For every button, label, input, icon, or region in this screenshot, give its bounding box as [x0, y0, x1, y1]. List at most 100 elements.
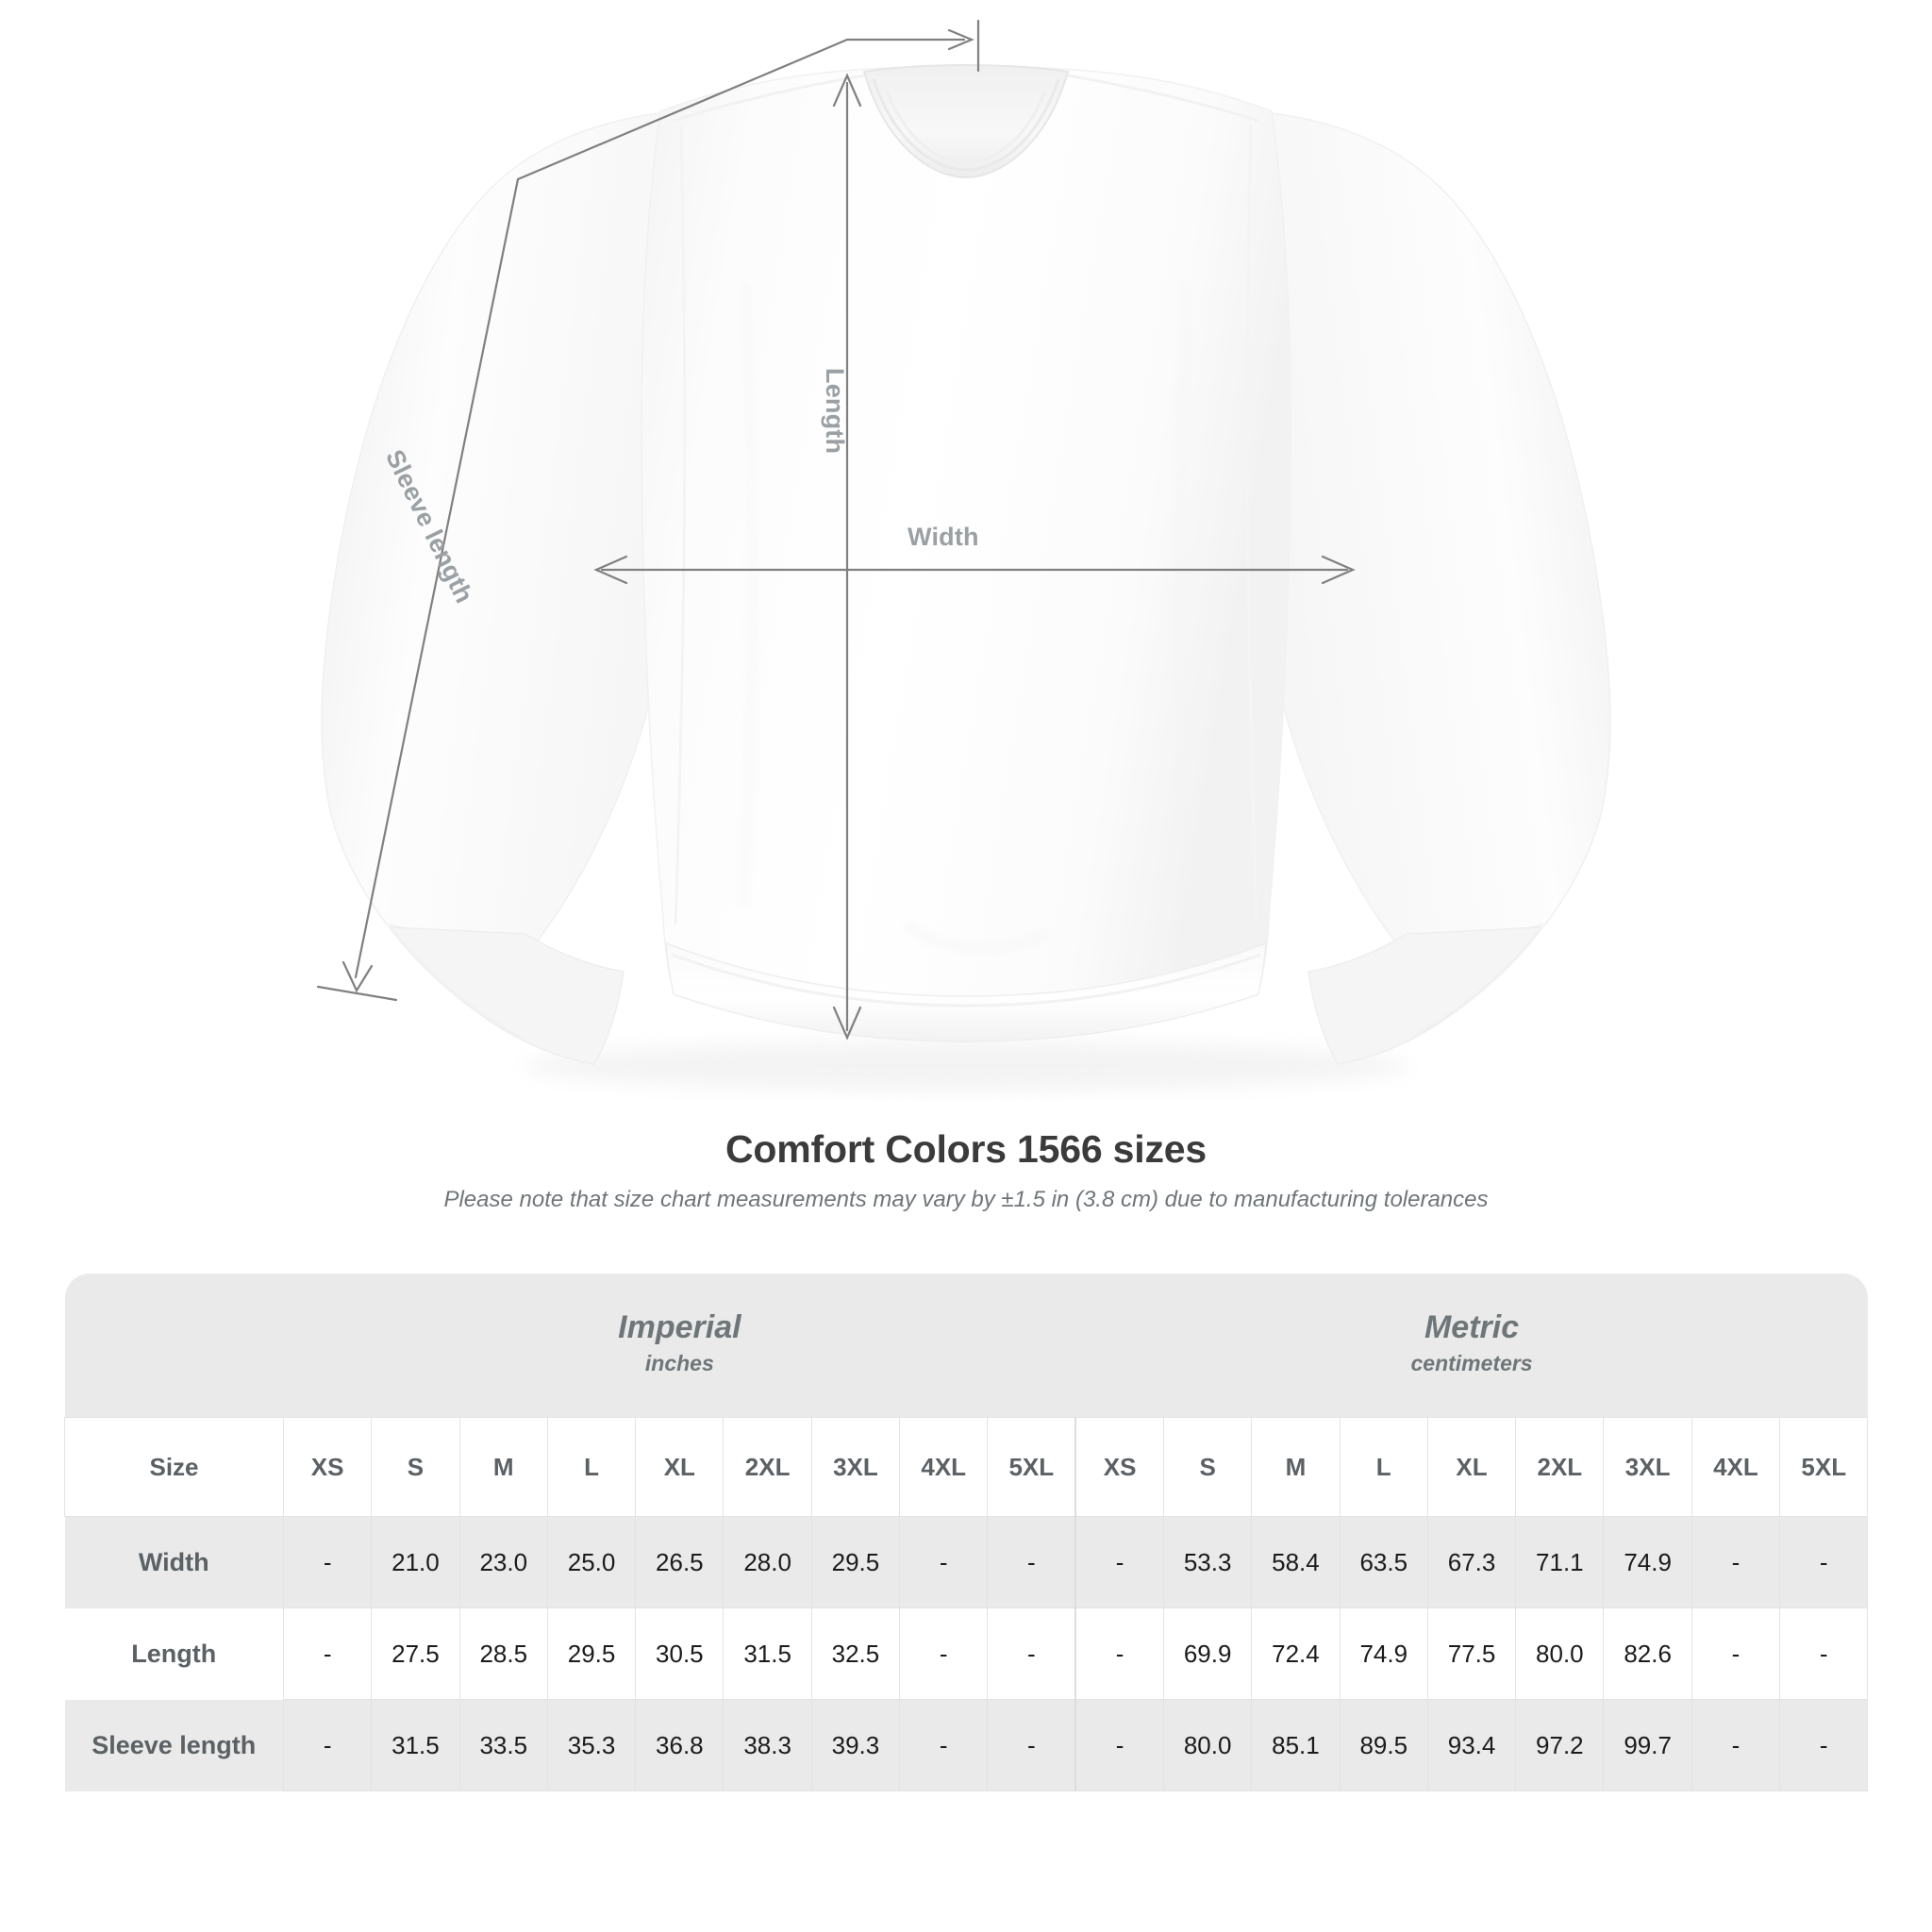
- length-arrowhead-bottom: [832, 1006, 862, 1041]
- cell-width-metric-3xl: 74.9: [1603, 1516, 1692, 1608]
- sleeve-tick-bottom: [316, 985, 398, 1002]
- cell-sleeve-length-imperial-l: 35.3: [546, 1699, 637, 1791]
- cell-sleeve-length-imperial-xs: -: [282, 1699, 373, 1791]
- cell-width-metric-5xl: -: [1779, 1516, 1869, 1608]
- cell-width-imperial-m: 23.0: [458, 1516, 548, 1608]
- cell-sleeve-length-metric-5xl: -: [1779, 1699, 1869, 1791]
- width-arrowhead-right: [1321, 555, 1356, 585]
- cell-width-imperial-2xl: 28.0: [723, 1516, 812, 1608]
- column-header-metric-5xl: 5XL: [1779, 1417, 1869, 1517]
- metric-header: Metric centimeters: [1075, 1274, 1868, 1418]
- table-row-width: Width -21.0 23.0 25.0 26.5 28.0 29.5- - -53.3 58.…: [64, 1516, 1869, 1608]
- imperial-unit-sub: inches: [644, 1351, 714, 1376]
- cell-length-imperial-4xl: -: [899, 1607, 989, 1700]
- cell-sleeve-length-metric-xs: -: [1074, 1699, 1165, 1791]
- cell-length-imperial-xs: -: [282, 1607, 373, 1700]
- cell-sleeve-length-metric-m: 85.1: [1251, 1699, 1341, 1791]
- cell-sleeve-length-imperial-4xl: -: [899, 1699, 989, 1791]
- cell-width-metric-l: 63.5: [1339, 1516, 1428, 1608]
- metric-unit-name: Metric: [1424, 1309, 1520, 1346]
- column-header-imperial-5xl: 5XL: [987, 1417, 1076, 1517]
- cell-width-imperial-5xl: -: [987, 1516, 1076, 1608]
- sweatshirt-illustration: [316, 19, 1611, 1091]
- cell-length-metric-s: 69.9: [1162, 1607, 1253, 1700]
- cell-sleeve-length-imperial-xl: 36.8: [635, 1699, 724, 1791]
- cell-width-imperial-4xl: -: [899, 1516, 989, 1608]
- cell-width-imperial-3xl: 29.5: [810, 1516, 901, 1608]
- sleeve-arrowhead-top: [947, 28, 974, 51]
- cell-sleeve-length-metric-2xl: 97.2: [1515, 1699, 1605, 1791]
- column-header-imperial-xs: XS: [282, 1417, 373, 1517]
- cell-width-metric-2xl: 71.1: [1515, 1516, 1605, 1608]
- cell-length-metric-m: 72.4: [1251, 1607, 1341, 1700]
- column-header-metric-4xl: 4XL: [1690, 1417, 1781, 1517]
- column-header-imperial-4xl: 4XL: [899, 1417, 989, 1517]
- column-header-metric-xs: XS: [1074, 1417, 1165, 1517]
- units-header-spacer: [64, 1274, 284, 1418]
- units-header-row: Imperial inches Metric centimeters: [64, 1274, 1868, 1418]
- column-header-metric-l: L: [1339, 1417, 1428, 1517]
- column-header-metric-m: M: [1251, 1417, 1341, 1517]
- column-header-imperial-2xl: 2XL: [723, 1417, 812, 1517]
- cell-length-metric-4xl: -: [1690, 1607, 1781, 1700]
- cell-width-metric-s: 53.3: [1162, 1516, 1253, 1608]
- row-label-width: Width: [64, 1516, 284, 1608]
- size-header-row: Size XS S M L XL 2XL 3XL 4XL 5XL XS S M L XL 2XL 3XL 4XL 5…: [64, 1417, 1869, 1517]
- cell-length-imperial-5xl: -: [987, 1607, 1076, 1700]
- page-title: Comfort Colors 1566 sizes: [725, 1127, 1207, 1171]
- cell-length-metric-xs: -: [1074, 1607, 1165, 1700]
- cell-sleeve-length-metric-s: 80.0: [1162, 1699, 1253, 1791]
- cell-length-metric-5xl: -: [1779, 1607, 1869, 1700]
- cell-sleeve-length-metric-l: 89.5: [1339, 1699, 1428, 1791]
- cell-width-metric-m: 58.4: [1251, 1516, 1341, 1608]
- column-header-metric-xl: XL: [1426, 1417, 1517, 1517]
- column-header-imperial-s: S: [371, 1417, 460, 1517]
- table-row-length: Length -27.5 28.5 29.5 30.5 31.5 32.5- - -69.9 72…: [64, 1607, 1869, 1700]
- dimension-lines: [316, 19, 1356, 1041]
- cell-length-imperial-2xl: 31.5: [723, 1607, 812, 1700]
- imperial-header: Imperial inches: [283, 1274, 1076, 1418]
- cell-width-imperial-s: 21.0: [371, 1516, 460, 1608]
- cell-length-metric-3xl: 82.6: [1603, 1607, 1692, 1700]
- cell-sleeve-length-metric-4xl: -: [1690, 1699, 1781, 1791]
- width-dimension-label: Width: [908, 523, 979, 551]
- cell-sleeve-length-metric-xl: 93.4: [1426, 1699, 1517, 1791]
- cell-width-imperial-l: 25.0: [546, 1516, 637, 1608]
- tolerance-note: Please note that size chart measurements…: [443, 1187, 1489, 1212]
- cell-width-metric-xl: 67.3: [1426, 1516, 1517, 1608]
- cell-width-metric-4xl: -: [1690, 1516, 1781, 1608]
- column-header-size: Size: [64, 1417, 284, 1517]
- column-header-imperial-3xl: 3XL: [810, 1417, 901, 1517]
- sleeve-leader-diagonal: [354, 38, 849, 979]
- cell-length-metric-2xl: 80.0: [1515, 1607, 1605, 1700]
- sleeve-arrowhead-bottom: [341, 960, 374, 993]
- column-header-metric-3xl: 3XL: [1603, 1417, 1692, 1517]
- column-header-imperial-m: M: [458, 1417, 548, 1517]
- column-header-metric-s: S: [1162, 1417, 1253, 1517]
- cell-sleeve-length-imperial-2xl: 38.3: [723, 1699, 812, 1791]
- size-chart-table: Imperial inches Metric centimeters Size X…: [64, 1274, 1869, 1791]
- column-header-metric-2xl: 2XL: [1515, 1417, 1605, 1517]
- cell-length-imperial-m: 28.5: [458, 1607, 548, 1700]
- cell-length-imperial-xl: 30.5: [635, 1607, 724, 1700]
- length-arrowhead-top: [832, 73, 862, 108]
- cell-length-imperial-3xl: 32.5: [810, 1607, 901, 1700]
- column-header-imperial-l: L: [546, 1417, 637, 1517]
- row-label-length: Length: [64, 1607, 284, 1700]
- cell-width-imperial-xl: 26.5: [635, 1516, 724, 1608]
- cell-width-imperial-xs: -: [282, 1516, 373, 1608]
- imperial-unit-name: Imperial: [618, 1309, 741, 1346]
- row-label-sleeve-length: Sleeve length: [64, 1699, 284, 1791]
- cell-length-imperial-s: 27.5: [371, 1607, 460, 1700]
- table-row-sleeve-length: Sleeve length -31.5 33.5 35.3 36.8 38.3 39.3- -…: [64, 1699, 1869, 1791]
- cell-sleeve-length-metric-3xl: 99.7: [1603, 1699, 1692, 1791]
- cell-length-imperial-l: 29.5: [546, 1607, 637, 1700]
- cell-width-metric-xs: -: [1074, 1516, 1165, 1608]
- cell-length-metric-l: 74.9: [1339, 1607, 1428, 1700]
- cell-length-metric-xl: 77.5: [1426, 1607, 1517, 1700]
- size-chart-table-wrapper: Imperial inches Metric centimeters Size X…: [64, 1274, 1869, 1791]
- width-arrowhead-left: [593, 555, 628, 585]
- metric-unit-sub: centimeters: [1410, 1351, 1533, 1376]
- length-dimension-label: Length: [821, 368, 849, 455]
- cell-sleeve-length-imperial-m: 33.5: [458, 1699, 548, 1791]
